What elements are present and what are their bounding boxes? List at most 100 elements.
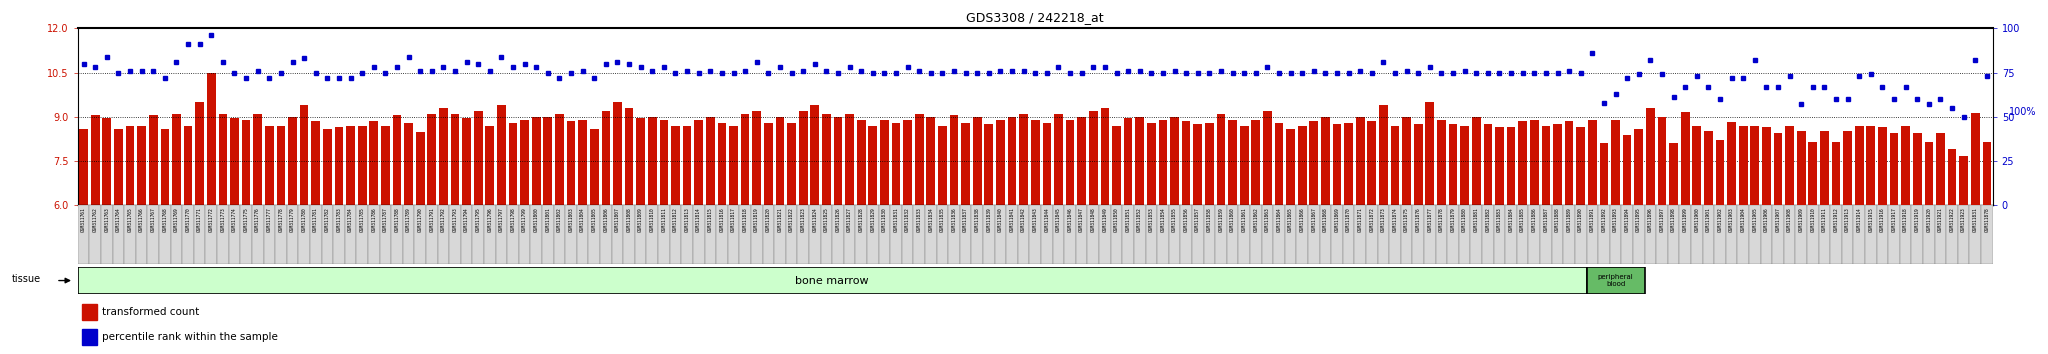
Bar bbox=[1077, 117, 1085, 205]
Bar bbox=[1309, 121, 1319, 205]
Text: GSM311859: GSM311859 bbox=[1219, 208, 1223, 233]
FancyBboxPatch shape bbox=[205, 205, 217, 264]
Text: GSM311919: GSM311919 bbox=[1915, 208, 1919, 233]
Bar bbox=[1507, 127, 1516, 205]
FancyBboxPatch shape bbox=[1518, 205, 1528, 264]
Text: GSM311839: GSM311839 bbox=[987, 208, 991, 233]
Text: GSM311835: GSM311835 bbox=[940, 208, 944, 233]
Text: GSM311865: GSM311865 bbox=[1288, 208, 1292, 233]
Bar bbox=[1217, 114, 1225, 205]
Bar bbox=[1042, 123, 1051, 205]
Bar bbox=[1726, 122, 1737, 205]
FancyBboxPatch shape bbox=[1667, 205, 1679, 264]
Bar bbox=[299, 105, 309, 205]
Text: GSM311922: GSM311922 bbox=[1950, 208, 1954, 233]
Text: GSM311923: GSM311923 bbox=[1962, 208, 1966, 233]
Bar bbox=[1657, 117, 1667, 205]
Bar bbox=[834, 117, 842, 205]
FancyBboxPatch shape bbox=[1227, 205, 1239, 264]
Bar bbox=[1761, 127, 1772, 205]
Bar bbox=[416, 132, 424, 205]
Text: GSM311832: GSM311832 bbox=[905, 208, 909, 233]
FancyBboxPatch shape bbox=[1946, 205, 1958, 264]
Bar bbox=[811, 105, 819, 205]
FancyBboxPatch shape bbox=[1309, 205, 1319, 264]
Bar bbox=[786, 123, 797, 205]
Bar bbox=[846, 114, 854, 205]
Bar bbox=[1587, 120, 1597, 205]
Bar bbox=[311, 121, 319, 205]
FancyBboxPatch shape bbox=[229, 205, 240, 264]
Bar bbox=[195, 102, 205, 205]
FancyBboxPatch shape bbox=[1866, 205, 1876, 264]
Text: GSM311763: GSM311763 bbox=[104, 208, 109, 233]
Bar bbox=[868, 126, 877, 205]
Text: GSM311855: GSM311855 bbox=[1171, 208, 1178, 233]
Text: GSM311848: GSM311848 bbox=[1092, 208, 1096, 233]
Text: GSM311808: GSM311808 bbox=[627, 208, 631, 233]
FancyBboxPatch shape bbox=[518, 205, 530, 264]
Text: GSM311885: GSM311885 bbox=[1520, 208, 1526, 233]
FancyBboxPatch shape bbox=[1378, 205, 1389, 264]
Bar bbox=[125, 126, 135, 205]
Text: GSM311824: GSM311824 bbox=[813, 208, 817, 233]
Text: GSM311764: GSM311764 bbox=[117, 208, 121, 233]
Text: GSM311851: GSM311851 bbox=[1126, 208, 1130, 233]
Bar bbox=[1159, 120, 1167, 205]
Bar bbox=[498, 105, 506, 205]
Bar bbox=[1913, 133, 1921, 205]
FancyBboxPatch shape bbox=[369, 205, 379, 264]
FancyBboxPatch shape bbox=[913, 205, 926, 264]
Text: GSM311816: GSM311816 bbox=[719, 208, 725, 233]
Bar bbox=[637, 118, 645, 205]
Bar bbox=[1124, 118, 1133, 205]
Text: GSM311801: GSM311801 bbox=[545, 208, 551, 233]
Text: GSM311787: GSM311787 bbox=[383, 208, 387, 233]
FancyBboxPatch shape bbox=[344, 205, 356, 264]
FancyBboxPatch shape bbox=[657, 205, 670, 264]
FancyBboxPatch shape bbox=[1284, 205, 1296, 264]
Bar bbox=[1518, 121, 1528, 205]
Text: GSM311788: GSM311788 bbox=[395, 208, 399, 233]
FancyBboxPatch shape bbox=[1169, 205, 1180, 264]
FancyBboxPatch shape bbox=[78, 205, 90, 264]
Text: GSM311861: GSM311861 bbox=[1241, 208, 1247, 233]
Bar bbox=[973, 117, 981, 205]
FancyBboxPatch shape bbox=[1157, 205, 1169, 264]
FancyBboxPatch shape bbox=[692, 205, 705, 264]
Text: GSM311857: GSM311857 bbox=[1196, 208, 1200, 233]
Bar bbox=[1147, 123, 1155, 205]
FancyBboxPatch shape bbox=[588, 205, 600, 264]
Bar bbox=[567, 121, 575, 205]
Text: GSM311905: GSM311905 bbox=[1753, 208, 1757, 233]
FancyBboxPatch shape bbox=[473, 205, 483, 264]
FancyBboxPatch shape bbox=[647, 205, 657, 264]
Bar bbox=[985, 124, 993, 205]
FancyBboxPatch shape bbox=[309, 205, 322, 264]
Bar bbox=[856, 120, 866, 205]
FancyBboxPatch shape bbox=[496, 205, 508, 264]
Bar bbox=[276, 126, 285, 205]
FancyBboxPatch shape bbox=[856, 205, 866, 264]
Text: GSM311879: GSM311879 bbox=[1450, 208, 1456, 233]
Text: GSM311795: GSM311795 bbox=[475, 208, 481, 233]
FancyBboxPatch shape bbox=[739, 205, 752, 264]
FancyBboxPatch shape bbox=[1632, 205, 1645, 264]
Text: GSM311850: GSM311850 bbox=[1114, 208, 1118, 233]
FancyBboxPatch shape bbox=[135, 205, 147, 264]
Text: GSM311781: GSM311781 bbox=[313, 208, 317, 233]
Text: GSM311906: GSM311906 bbox=[1763, 208, 1769, 233]
FancyBboxPatch shape bbox=[623, 205, 635, 264]
FancyBboxPatch shape bbox=[1274, 205, 1284, 264]
FancyBboxPatch shape bbox=[1841, 205, 1853, 264]
FancyBboxPatch shape bbox=[530, 205, 543, 264]
FancyBboxPatch shape bbox=[170, 205, 182, 264]
FancyBboxPatch shape bbox=[147, 205, 160, 264]
Text: GSM311908: GSM311908 bbox=[1788, 208, 1792, 233]
Text: GSM311874: GSM311874 bbox=[1393, 208, 1397, 233]
Text: GSM311791: GSM311791 bbox=[430, 208, 434, 233]
Bar bbox=[1378, 105, 1389, 205]
Bar bbox=[463, 118, 471, 205]
Text: GSM311897: GSM311897 bbox=[1659, 208, 1665, 233]
Text: GSM311806: GSM311806 bbox=[604, 208, 608, 233]
